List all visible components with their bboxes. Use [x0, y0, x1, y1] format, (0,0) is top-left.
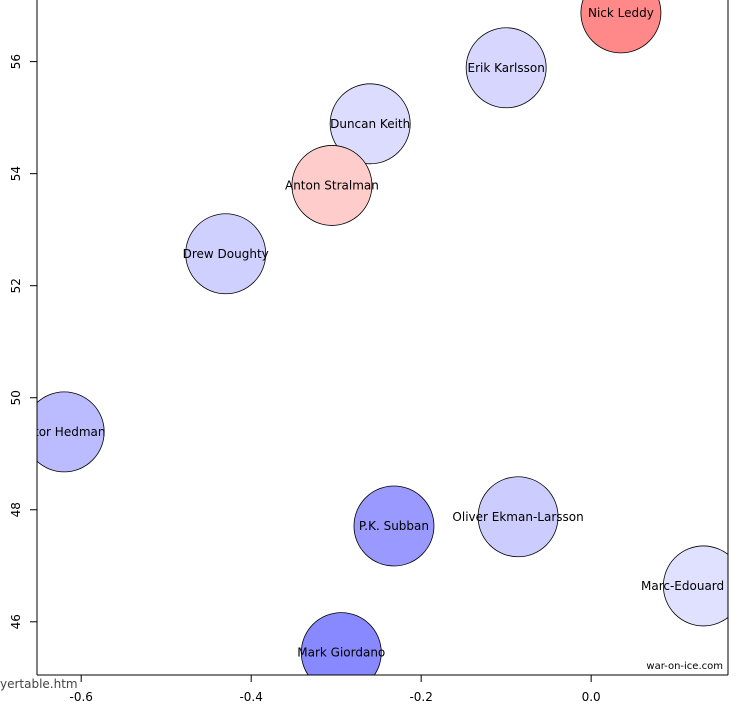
x-tick-label: -0.6	[69, 690, 92, 704]
bubble-label: P.K. Subban	[359, 519, 429, 533]
bubble-point	[300, 612, 382, 675]
y-tick-label: 46	[9, 614, 23, 629]
y-tick-label: 48	[9, 502, 23, 517]
bubble-label: Mark Giordano	[297, 646, 385, 660]
bubble-point	[37, 391, 105, 473]
bubble-point	[353, 485, 435, 567]
bubble-label: Oliver Ekman-Larsson	[452, 510, 583, 524]
x-tick-label: 0.0	[582, 690, 601, 704]
bubble-label: Erik Karlsson	[467, 61, 544, 75]
bubble-point	[580, 0, 662, 54]
y-tick-label: 54	[9, 166, 23, 181]
bubble-point	[185, 213, 267, 295]
bubble-label: Nick Leddy	[588, 6, 654, 20]
y-tick-label: 52	[9, 278, 23, 293]
bubble-point	[329, 83, 411, 165]
x-tick-label: -0.2	[409, 690, 432, 704]
bubble-label: Anton Stralman	[285, 178, 379, 192]
bubble-label: Duncan Keith	[330, 117, 410, 131]
y-tick-label: 50	[9, 390, 23, 405]
bubble-point	[662, 545, 728, 627]
browser-status-text: yertable.htm	[0, 677, 80, 691]
x-tick-label: -0.4	[239, 690, 262, 704]
bubble-point	[291, 145, 373, 226]
bubble-label: Drew Doughty	[183, 247, 269, 261]
bubble-label: Marc-Edouard	[641, 579, 724, 593]
bubble-point	[477, 476, 559, 558]
watermark: war-on-ice.com	[646, 661, 723, 672]
bubble-point	[465, 27, 547, 109]
bubble-label: tor Hedman	[34, 425, 105, 439]
y-tick-label: 56	[9, 54, 23, 69]
